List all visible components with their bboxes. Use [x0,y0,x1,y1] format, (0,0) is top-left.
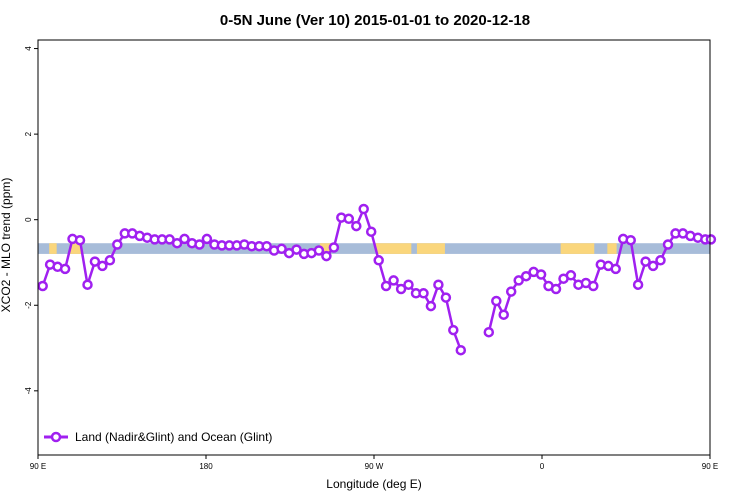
data-point [455,344,467,356]
data-point [498,309,509,320]
land-band-segment [560,243,595,254]
legend-entry-label: Land (Nadir&Glint) and Ocean (Glint) [75,430,272,444]
x-tick-label: 90 E [702,462,718,471]
data-point [343,213,355,225]
data-point [321,250,332,262]
legend-marker-swatch [50,431,62,443]
data-point [358,203,369,215]
y-tick-label: 4 [24,46,33,51]
data-point [513,275,524,286]
data-point [640,256,651,267]
y-tick-label: -4 [24,387,33,395]
data-point [276,243,287,255]
x-tick-label: 180 [199,462,213,471]
data-point [535,269,547,280]
data-point [418,288,429,299]
x-tick-label: 90 W [365,462,384,471]
data-point [425,300,437,312]
data-point [433,279,444,290]
data-point [194,239,205,250]
data-point [655,255,666,266]
land-band-segment [319,243,332,254]
data-point [112,239,123,250]
land-band-segment [69,243,81,254]
data-point [37,280,48,292]
data-point [89,256,101,267]
data-point [395,283,407,295]
data-point [291,244,302,255]
plot-area [37,203,717,356]
axes: 4 2 0 -2 -4 90 E 180 90 W 0 90 E [24,46,718,471]
data-point [261,240,272,252]
land-band-segment [607,243,617,254]
land-band-segment [375,243,412,254]
y-tick-label: -2 [24,301,33,309]
y-tick-label: 2 [24,131,33,136]
y-tick-label: 0 [24,217,33,222]
chart-title: 0-5N June (Ver 10) 2015-01-01 to 2020-12… [220,12,530,29]
land-band-segment [416,243,445,254]
data-point [505,286,517,297]
data-point [550,283,562,295]
data-point [625,234,636,246]
x-axis-label: Longitude (deg E) [326,477,421,491]
data-point [565,270,577,281]
ocean-band [38,243,710,254]
data-point [328,242,340,253]
data-point [448,324,459,336]
data-point [104,255,116,266]
data-point [171,237,183,249]
x-tick-label: 90 E [30,462,46,471]
y-axis-label: XCO2 - MLO trend (ppm) [0,178,13,313]
data-point [380,280,392,292]
data-point [59,263,71,275]
data-point [82,279,93,290]
data-point [520,270,532,282]
data-point [373,255,384,266]
data-point [662,239,674,250]
legend: Land (Nadir&Glint) and Ocean (Glint) [44,430,272,444]
data-point [610,263,621,275]
data-point [97,260,108,272]
data-point [179,233,190,245]
data-point [313,245,325,256]
data-point [440,292,452,303]
data-point [388,275,399,286]
data-point [351,220,362,232]
data-point [632,279,644,290]
data-point [647,260,659,272]
data-point [588,280,599,292]
data-point [74,234,86,246]
data-point [365,226,377,237]
data-point [201,233,213,245]
data-point [403,279,414,290]
data-point [491,295,502,307]
data-point [483,326,495,338]
land-band-segment [49,243,57,254]
data-point [705,234,717,245]
x-tick-label: 0 [540,462,545,471]
plot-frame [37,39,711,456]
